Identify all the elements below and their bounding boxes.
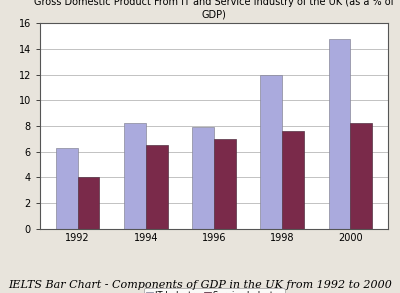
- Legend: IT Industry, Service Industry: IT Industry, Service Industry: [144, 288, 284, 293]
- Bar: [192, 127, 214, 229]
- Bar: [78, 177, 100, 229]
- Bar: [350, 123, 372, 229]
- Bar: [214, 139, 236, 229]
- Title: Gross Domestic Product From IT and Service Industry of the UK (as a % of
GDP): Gross Domestic Product From IT and Servi…: [34, 0, 394, 20]
- Bar: [260, 75, 282, 229]
- Bar: [124, 123, 146, 229]
- Bar: [282, 131, 304, 229]
- Bar: [146, 145, 168, 229]
- Bar: [328, 39, 350, 229]
- Bar: [56, 148, 78, 229]
- Text: IELTS Bar Chart - Components of GDP in the UK from 1992 to 2000: IELTS Bar Chart - Components of GDP in t…: [8, 280, 392, 290]
